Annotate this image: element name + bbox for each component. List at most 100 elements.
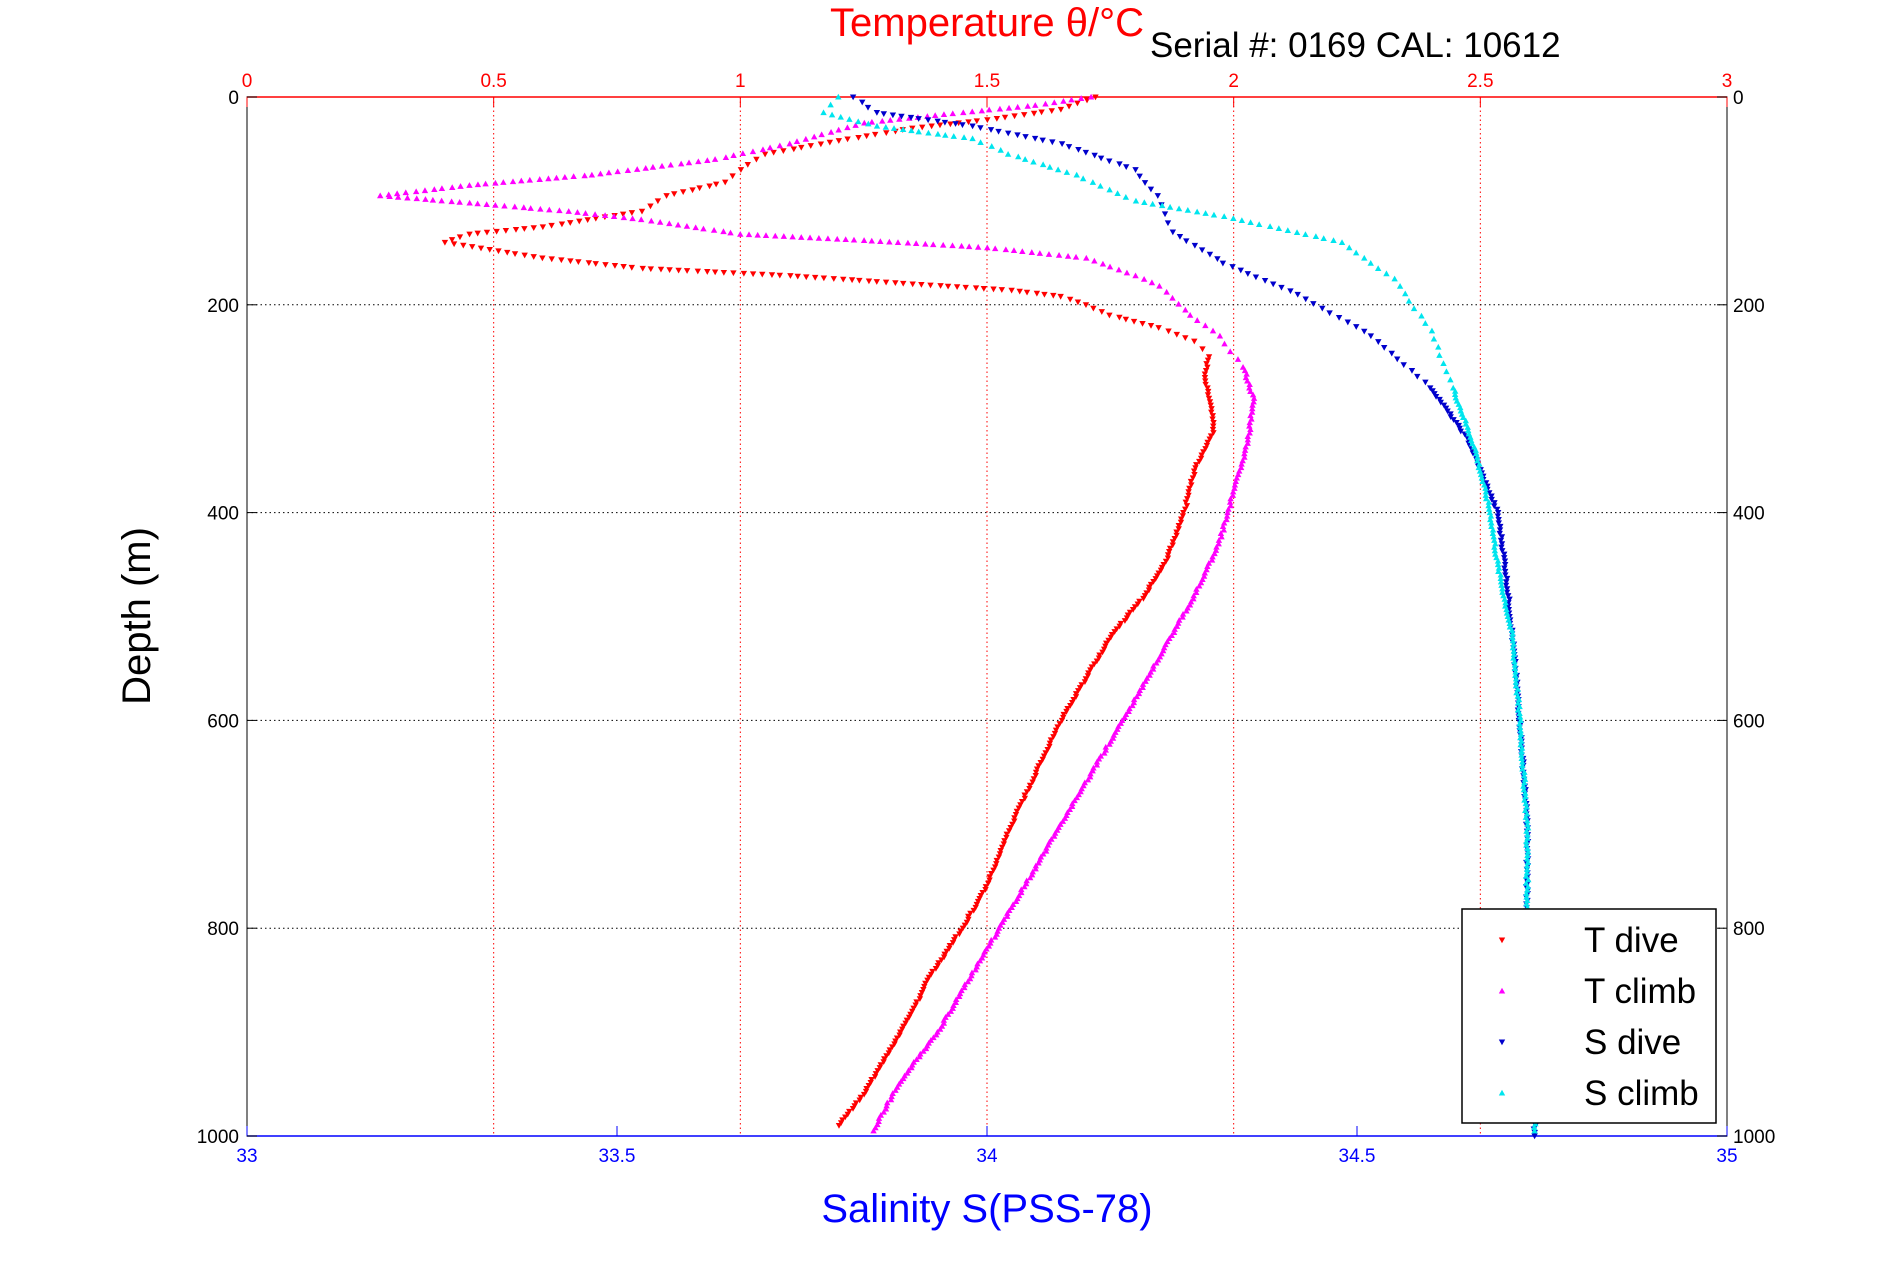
salinity-tick-label: 35 <box>1716 1146 1737 1167</box>
data-point <box>1199 346 1206 353</box>
data-point <box>1202 378 1209 385</box>
data-point <box>1388 350 1395 357</box>
data-point <box>1201 371 1209 378</box>
data-point <box>1069 800 1076 807</box>
data-point <box>1494 557 1502 564</box>
data-point <box>1150 662 1157 669</box>
data-point <box>402 189 409 196</box>
data-point <box>1489 526 1497 533</box>
data-point <box>539 224 547 231</box>
data-point <box>1005 828 1013 835</box>
data-point <box>965 119 972 126</box>
data-point <box>1523 838 1530 845</box>
data-point <box>638 216 645 223</box>
legend: T dive T climb S dive S climb <box>1461 908 1717 1124</box>
data-point <box>1501 558 1509 565</box>
data-point <box>1504 613 1512 620</box>
data-point <box>567 220 574 226</box>
data-point <box>915 128 922 135</box>
data-point <box>978 107 986 114</box>
data-point <box>1440 360 1447 366</box>
data-point <box>880 111 888 118</box>
data-point <box>1503 609 1511 616</box>
data-point <box>1450 417 1457 423</box>
data-point <box>957 928 964 935</box>
data-point <box>1015 153 1022 160</box>
data-point <box>1293 229 1301 236</box>
data-point <box>1476 460 1483 467</box>
depth-tick-label-right: 400 <box>1733 504 1765 525</box>
data-point <box>874 1068 881 1074</box>
data-point <box>1394 356 1401 363</box>
data-point <box>1158 202 1166 209</box>
data-point <box>1459 414 1467 421</box>
data-point <box>1494 561 1502 568</box>
data-point <box>1223 516 1230 523</box>
data-point <box>1266 223 1274 230</box>
data-point <box>991 245 999 252</box>
data-point <box>1237 267 1244 274</box>
data-point <box>924 977 931 984</box>
data-point <box>835 126 842 133</box>
data-point <box>883 1102 890 1109</box>
data-point <box>960 109 967 116</box>
data-point <box>1048 108 1055 114</box>
data-point <box>1344 319 1352 326</box>
data-point <box>938 957 945 964</box>
data-point <box>1004 913 1011 919</box>
data-point <box>1246 422 1253 429</box>
data-point <box>1077 95 1085 101</box>
data-point <box>1097 155 1105 162</box>
data-point <box>952 121 959 127</box>
data-point <box>1361 328 1368 335</box>
data-point <box>502 227 510 234</box>
data-point <box>1084 673 1092 680</box>
data-point <box>1231 481 1239 488</box>
data-point <box>1367 260 1374 266</box>
data-point <box>647 203 654 210</box>
data-point <box>1078 682 1085 688</box>
data-point <box>1098 309 1106 315</box>
data-point <box>1524 886 1531 893</box>
data-point <box>910 1005 917 1012</box>
data-point <box>1447 376 1454 383</box>
data-point <box>811 274 819 281</box>
legend-label: S dive <box>1584 1023 1681 1062</box>
data-point <box>695 158 702 165</box>
data-point <box>1503 586 1511 592</box>
data-point <box>934 118 941 125</box>
data-point <box>1033 766 1041 773</box>
salinity-tick-label: 34 <box>976 1146 998 1167</box>
data-point <box>1492 540 1499 547</box>
data-point <box>961 984 968 991</box>
data-point <box>1082 676 1090 683</box>
data-point <box>907 1011 914 1018</box>
data-point <box>965 916 972 923</box>
data-point <box>1106 740 1113 747</box>
data-point <box>628 264 635 271</box>
data-point <box>1515 696 1523 703</box>
data-point <box>1054 166 1062 173</box>
data-point <box>592 215 600 222</box>
data-point <box>1499 585 1506 592</box>
data-point <box>1517 717 1524 723</box>
data-point <box>448 237 456 243</box>
data-point <box>1338 239 1346 246</box>
data-point <box>1206 251 1214 258</box>
data-point <box>794 273 801 280</box>
data-point <box>1405 297 1413 304</box>
data-point <box>891 1041 898 1048</box>
data-point <box>1123 164 1130 171</box>
data-point <box>925 974 933 981</box>
data-point <box>1302 231 1309 238</box>
data-point <box>898 113 905 120</box>
data-point <box>729 173 736 180</box>
data-point <box>1190 595 1197 602</box>
data-point <box>979 890 986 896</box>
data-point <box>766 144 774 151</box>
data-point <box>1496 527 1504 534</box>
data-point <box>1132 167 1139 173</box>
data-point <box>1210 419 1217 426</box>
data-point <box>1026 786 1033 792</box>
data-point <box>1320 235 1327 242</box>
